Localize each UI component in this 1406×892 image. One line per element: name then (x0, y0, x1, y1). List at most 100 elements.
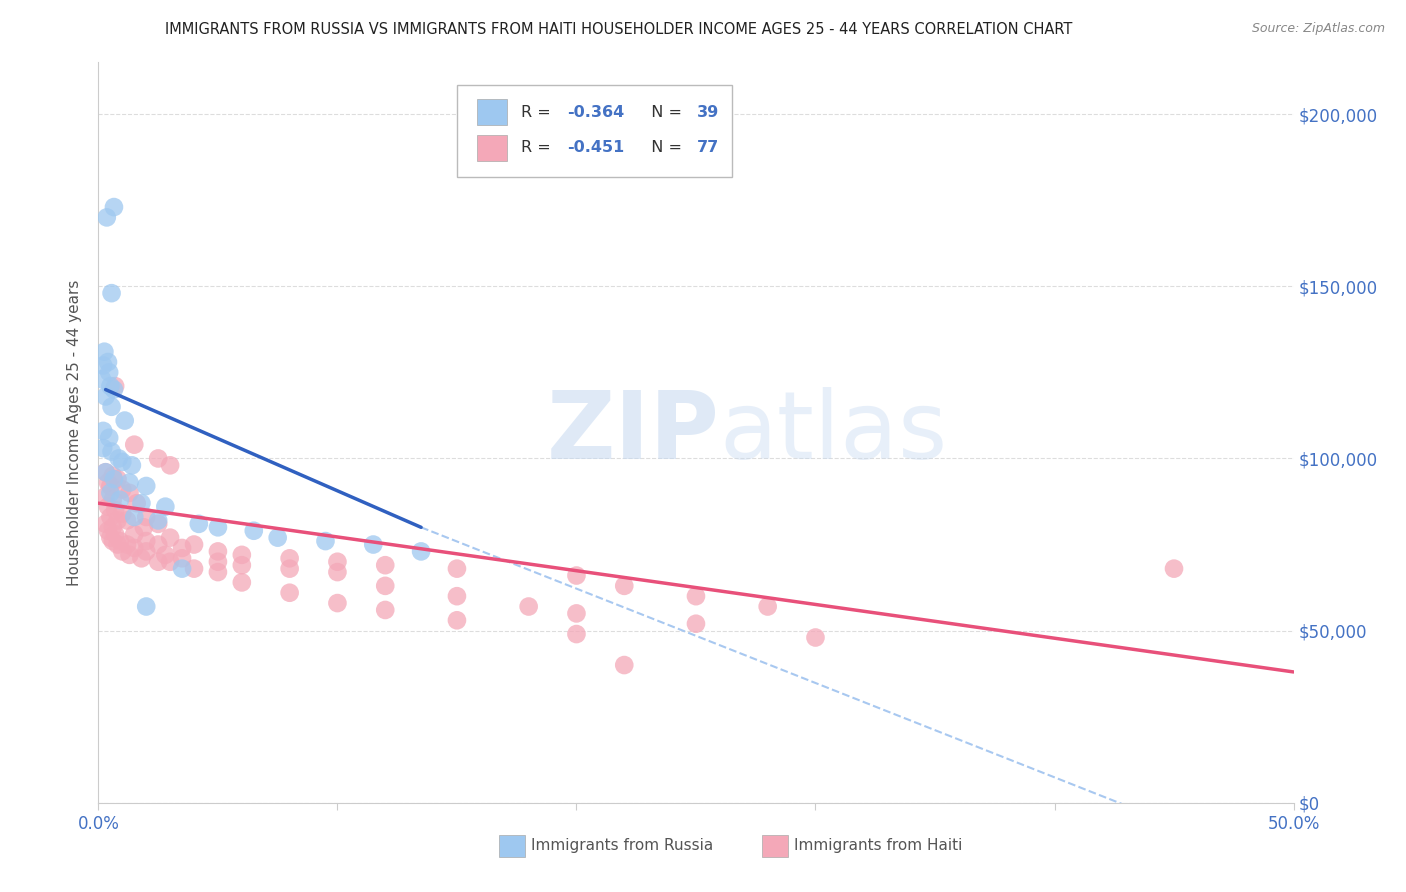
Point (183, 561, 205, 575)
Point (114, 413, 136, 427)
Point (159, 531, 181, 545)
Point (613, 579, 636, 593)
Point (108, 492, 131, 507)
Point (278, 586, 301, 600)
FancyBboxPatch shape (477, 99, 508, 125)
Point (172, 561, 194, 575)
Point (231, 558, 253, 573)
Point (363, 537, 385, 551)
Point (804, 631, 827, 645)
Point (111, 544, 134, 558)
Point (131, 551, 153, 566)
Point (94, 465, 117, 479)
Point (111, 507, 134, 521)
Point (101, 492, 124, 507)
Point (94, 489, 117, 503)
Point (118, 548, 141, 562)
FancyBboxPatch shape (762, 835, 787, 857)
Point (613, 658, 636, 673)
Point (98, 510, 122, 524)
Point (565, 627, 588, 641)
Point (121, 458, 143, 473)
Point (101, 468, 124, 483)
Point (446, 613, 468, 627)
Point (101, 520, 124, 534)
Point (107, 472, 129, 486)
Point (94, 465, 117, 479)
Point (93, 344, 115, 359)
Point (104, 379, 127, 393)
Point (111, 455, 134, 469)
Point (207, 520, 229, 534)
Point (159, 555, 181, 569)
Point (135, 599, 157, 614)
Point (107, 513, 129, 527)
Point (155, 500, 177, 514)
Text: ZIP: ZIP (547, 386, 720, 479)
Text: R =: R = (522, 104, 557, 120)
Text: -0.451: -0.451 (567, 140, 624, 155)
Point (135, 479, 157, 493)
Point (756, 599, 779, 614)
Point (91, 372, 114, 386)
Point (94, 389, 117, 403)
Text: R =: R = (522, 140, 557, 155)
Point (100, 286, 122, 301)
Point (565, 607, 588, 621)
Point (104, 503, 127, 517)
Point (172, 541, 194, 555)
Point (278, 551, 301, 566)
Point (1163, 561, 1185, 575)
Y-axis label: Householder Income Ages 25 - 44 years: Householder Income Ages 25 - 44 years (67, 279, 83, 586)
Point (100, 400, 122, 414)
Point (124, 438, 146, 452)
Text: N =: N = (641, 104, 688, 120)
Point (231, 575, 253, 590)
Point (124, 510, 146, 524)
Point (207, 565, 229, 579)
Point (565, 568, 588, 582)
Point (446, 561, 468, 575)
Point (98, 531, 122, 545)
Point (148, 537, 170, 551)
Point (103, 383, 125, 397)
Point (685, 616, 707, 631)
Point (94, 516, 117, 531)
Point (97, 475, 120, 490)
Text: N =: N = (641, 140, 688, 155)
Text: atlas: atlas (720, 386, 948, 479)
Point (148, 516, 170, 531)
Point (108, 534, 131, 549)
Point (155, 548, 177, 562)
Point (183, 537, 205, 551)
Point (135, 510, 157, 524)
Point (315, 534, 337, 549)
Point (98, 479, 122, 493)
Point (517, 599, 540, 614)
Point (207, 544, 229, 558)
Point (374, 558, 396, 573)
Point (103, 200, 125, 214)
Point (115, 537, 138, 551)
Point (124, 541, 146, 555)
Point (132, 520, 155, 534)
Point (101, 534, 124, 549)
Point (148, 555, 170, 569)
Point (104, 527, 127, 541)
Text: 39: 39 (697, 104, 720, 120)
Point (159, 458, 181, 473)
Point (135, 534, 157, 549)
Point (685, 589, 707, 603)
Point (91, 359, 114, 373)
Text: 77: 77 (697, 140, 720, 155)
Point (91, 441, 114, 455)
Point (111, 483, 134, 497)
Point (98, 365, 121, 379)
Point (96, 211, 118, 225)
Point (446, 589, 468, 603)
Point (326, 555, 349, 569)
Point (326, 596, 349, 610)
Point (135, 544, 157, 558)
Point (107, 451, 129, 466)
Point (91, 424, 114, 438)
